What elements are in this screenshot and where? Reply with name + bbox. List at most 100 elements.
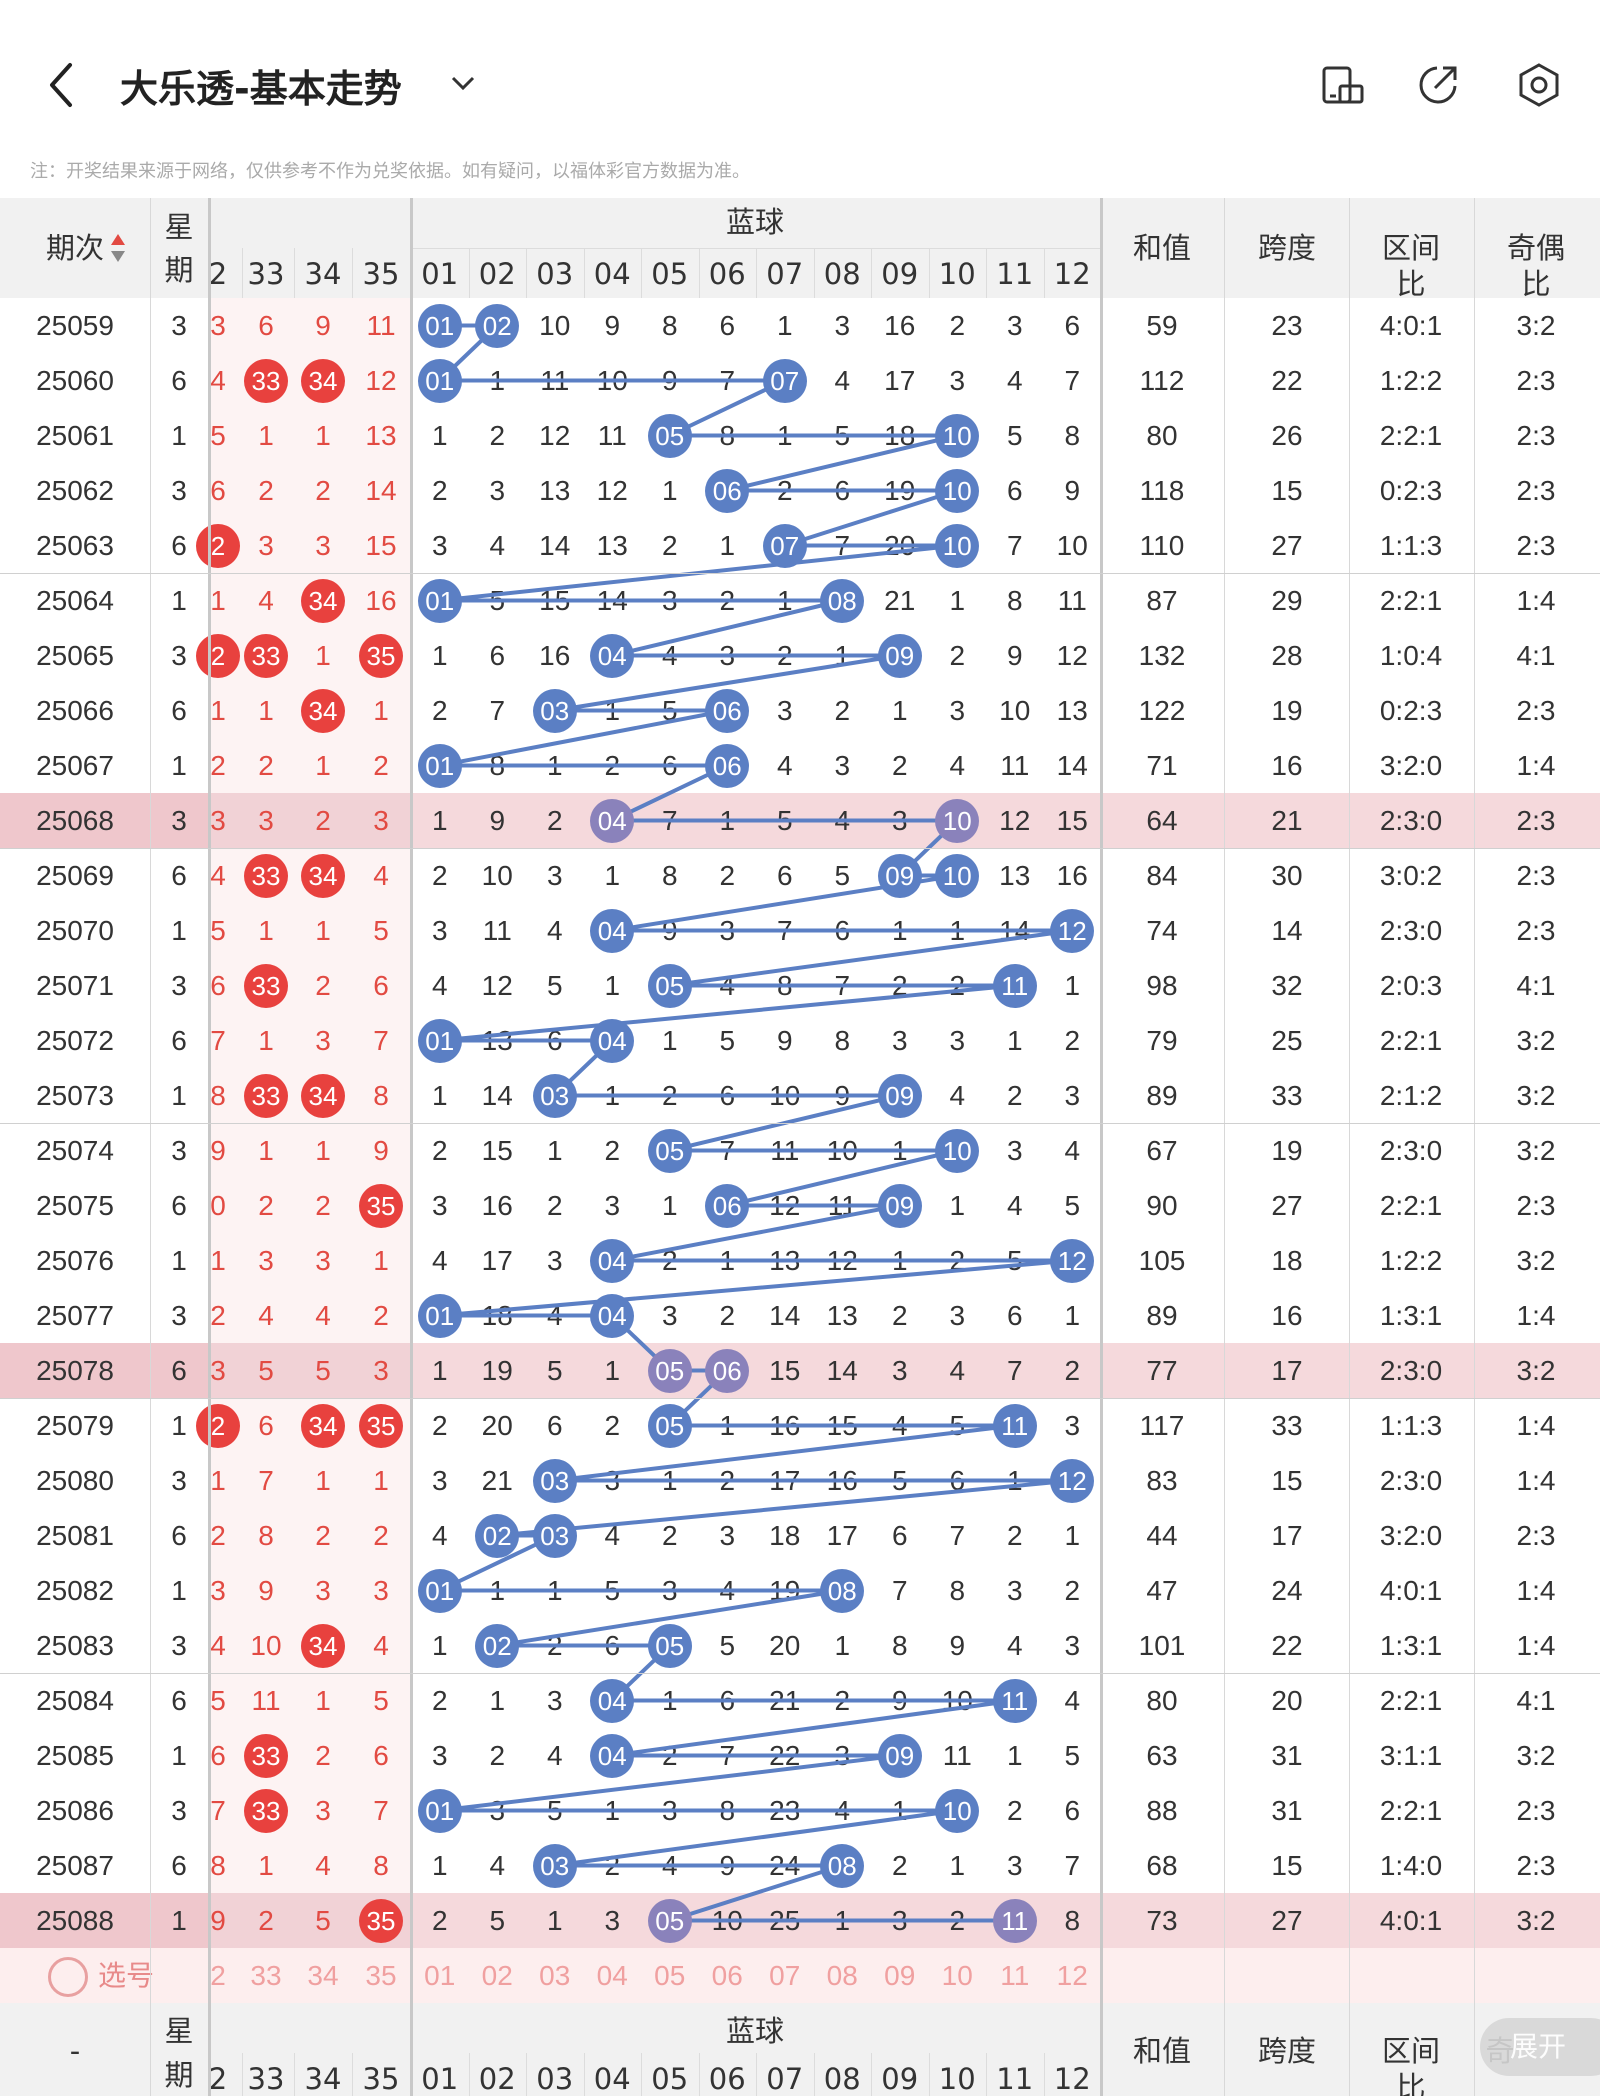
red-miss-count: 6 [373,969,389,1001]
parity-ratio: 2:3 [1516,1849,1556,1881]
blue-miss-count: 2 [891,1299,908,1331]
span-value: 15 [1271,1464,1303,1496]
issue-cell-bg [0,903,208,958]
red-miss-count: 2 [210,1519,226,1551]
blue-miss-count: 16 [884,309,916,341]
cell-divider [928,248,930,298]
parity-ratio: 4:1 [1516,639,1556,671]
expand-button[interactable]: 展开 [1480,2018,1600,2076]
issue-number: 25088 [36,1904,114,1936]
blue-ball: 08 [820,578,865,623]
blue-miss-count: 4 [1006,1189,1023,1221]
span-value: 18 [1271,1244,1303,1276]
header-issue: 期次 [45,231,104,265]
span-value: 33 [1271,1409,1303,1441]
footer-blue-10: 10 [938,2062,976,2096]
blue-miss-count: 14 [1056,749,1088,781]
blue-miss-count: 2 [546,804,563,836]
issue-cell-bg [0,738,208,793]
blue-ball: 06 [705,1183,750,1228]
red-miss-count: 16 [365,584,397,616]
blue-miss-count: 1 [431,1629,448,1661]
blue-miss-count: 3 [604,1904,621,1936]
blue-miss-count: 1 [949,584,966,616]
red-miss-count: 8 [373,1079,389,1111]
rotate-screen-button[interactable] [1318,60,1368,110]
select-blue-10: 10 [941,1959,973,1991]
red-ball: 33 [244,853,288,898]
select-red-33: 33 [250,1959,282,1991]
select-number-button[interactable]: 选号 [46,1957,196,1997]
settings-button[interactable] [1514,60,1564,110]
share-button[interactable] [1413,60,1463,110]
blue-ball: 11 [992,963,1037,1008]
blue-miss-count: 14 [769,1299,801,1331]
week-day: 6 [171,529,187,561]
red-zone-bg [208,958,410,1013]
span-value: 27 [1271,1904,1303,1936]
red-miss-count: 2 [258,474,274,506]
blue-miss-count: 1 [776,309,793,341]
footer-red-35: 35 [362,2062,400,2096]
column-divider [1100,198,1103,2096]
sort-icon[interactable] [108,232,128,264]
blue-miss-count: 1 [431,1849,448,1881]
blue-miss-count: 3 [891,1024,908,1056]
blue-miss-count: 1 [719,529,736,561]
blue-miss-count: 20 [769,1629,801,1661]
footer-week-2: 期 [164,2058,194,2092]
zone-ratio: 2:1:2 [1379,1079,1443,1111]
span-value: 24 [1271,1574,1303,1606]
footer-blue-12: 12 [1053,2062,1091,2096]
blue-ball: 08 [820,1843,865,1888]
parity-ratio: 2:3 [1516,474,1556,506]
parity-ratio: 2:3 [1516,804,1556,836]
footer-blue-02: 02 [478,2062,516,2096]
sum-value: 117 [1139,1409,1185,1441]
select-blue-05: 05 [654,1959,686,1991]
title-dropdown[interactable] [448,68,478,98]
blue-miss-count: 5 [719,1024,736,1056]
issue-cell-bg [0,1838,208,1893]
cell-divider [928,2053,930,2096]
issue-cell-bg [0,848,208,903]
red-miss-count: 1 [210,584,226,616]
blue-miss-count: 1 [431,639,448,671]
blue-miss-count: 13 [596,529,628,561]
span-value: 28 [1271,639,1303,671]
blue-miss-count: 2 [891,1849,908,1881]
blue-miss-count: 3 [891,1354,908,1386]
back-button[interactable] [40,60,84,110]
red-miss-count: 2 [258,1904,274,1936]
blue-miss-count: 13 [539,474,571,506]
issue-number: 25087 [36,1849,114,1881]
red-miss-count: 4 [373,1629,389,1661]
cell-divider [756,2053,757,2096]
sum-value: 88 [1146,1794,1178,1826]
span-value: 16 [1271,1299,1303,1331]
sum-value: 80 [1146,1684,1178,1716]
blue-miss-count: 3 [776,694,793,726]
zone-ratio: 3:2:0 [1379,749,1443,781]
select-blue-01: 01 [424,1959,456,1991]
zone-ratio: 2:3:0 [1379,914,1443,946]
red-miss-count: 13 [365,419,397,451]
header-blue-11: 11 [996,257,1034,291]
issue-cell-bg [0,1178,208,1233]
parity-ratio: 3:2 [1516,1079,1556,1111]
page-title[interactable]: 大乐透-基本走势 [120,67,402,111]
blue-miss-count: 11 [1057,584,1087,616]
span-value: 29 [1271,584,1303,616]
blue-miss-count: 6 [1006,474,1023,506]
sum-value: 68 [1146,1849,1178,1881]
blue-miss-count: 1 [661,1024,678,1056]
span-value: 14 [1271,914,1303,946]
blue-ball: 04 [590,1238,635,1283]
zone-ratio: 4:0:1 [1379,309,1443,341]
red-miss-count: 7 [258,1464,274,1496]
zone-ratio: 1:3:1 [1379,1299,1443,1331]
red-ball: 35 [359,1183,403,1228]
red-miss-count: 5 [210,419,226,451]
blue-ball: 05 [647,1128,692,1173]
blue-ball: 02 [475,303,520,348]
